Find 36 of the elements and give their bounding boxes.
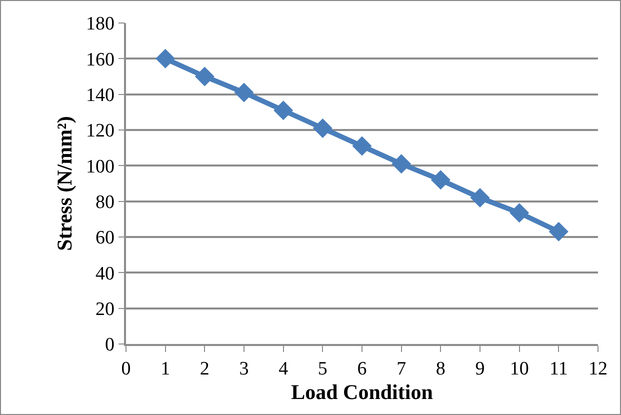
y-tick-label: 120 <box>86 120 114 142</box>
x-tick-label: 0 <box>121 358 131 380</box>
x-tick-label: 7 <box>396 358 406 380</box>
y-tick-label: 60 <box>95 228 114 249</box>
point <box>548 222 568 242</box>
x-tick-label: 10 <box>510 358 529 380</box>
point <box>470 188 490 208</box>
y-axis-title: Stress (N/mm²) <box>52 116 77 251</box>
point <box>234 82 254 102</box>
x-tick-label: 5 <box>318 358 328 380</box>
x-tick-label: 4 <box>278 358 289 380</box>
y-tick-label: 140 <box>86 84 114 106</box>
point <box>352 136 372 156</box>
x-tick-label: 11 <box>550 358 568 380</box>
point <box>274 100 294 120</box>
point <box>510 203 530 223</box>
x-tick-label: 3 <box>239 358 249 380</box>
y-tick-label: 20 <box>95 298 114 320</box>
y-tick-label: 80 <box>95 192 114 213</box>
x-tick-label: 6 <box>357 358 367 380</box>
x-tick-label: 8 <box>436 358 446 380</box>
y-tick-label: 160 <box>86 49 114 70</box>
point <box>156 48 176 68</box>
point <box>392 154 412 174</box>
y-tick-label: 0 <box>104 334 114 356</box>
x-tick-label: 12 <box>588 358 608 380</box>
y-tick-label: 180 <box>86 14 114 35</box>
x-tick-label: 2 <box>200 358 210 380</box>
point <box>194 66 214 86</box>
x-tick-label: 9 <box>475 358 485 380</box>
point <box>312 118 332 138</box>
y-tick-label: 40 <box>95 263 114 284</box>
y-tick-label: 100 <box>86 156 114 178</box>
x-axis-title: Load Condition <box>291 380 434 404</box>
x-tick-label: 1 <box>160 358 170 380</box>
point <box>430 170 450 190</box>
